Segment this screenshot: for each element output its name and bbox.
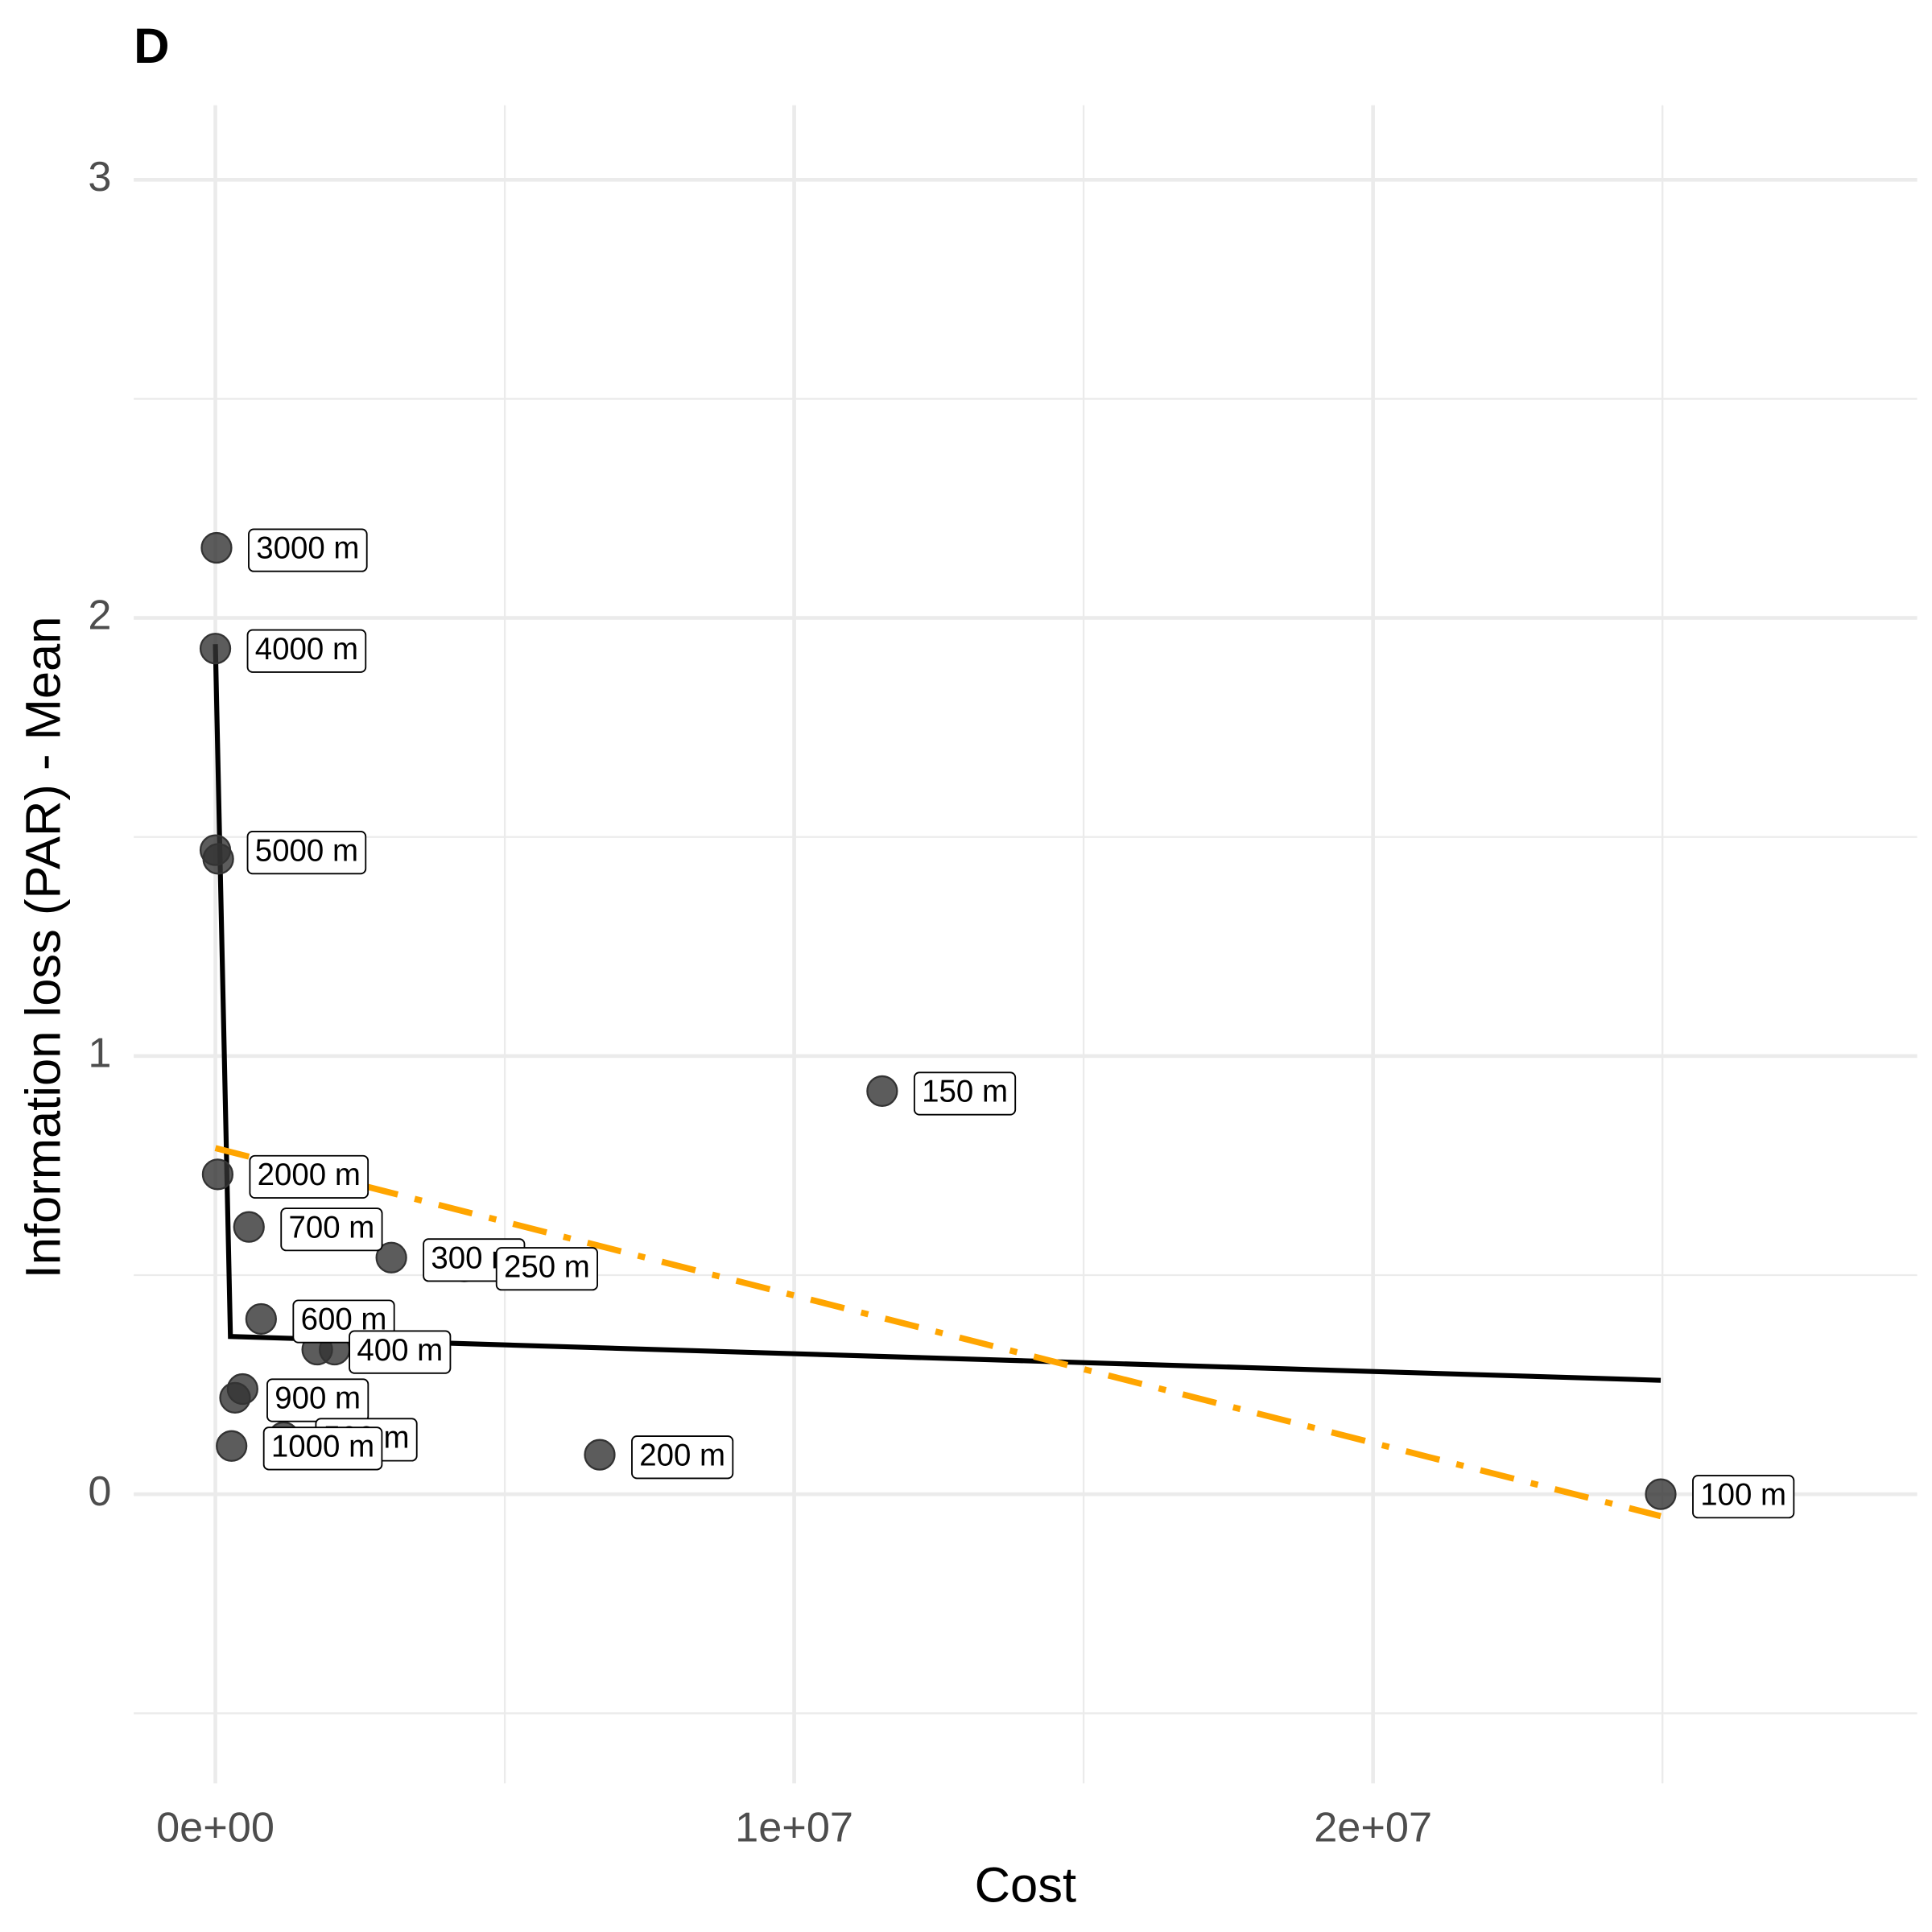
x-tick-label: 2e+07 (1314, 1805, 1432, 1852)
point-label: 1000 m (262, 1426, 383, 1471)
point-label: 200 m (631, 1435, 734, 1480)
point (219, 1381, 251, 1414)
point-label: 5000 m (246, 831, 367, 875)
y-tick-label: 3 (88, 154, 111, 200)
point-label: 900 m (266, 1378, 369, 1422)
point-label-text: 400 m (357, 1333, 443, 1368)
point (375, 1241, 407, 1274)
point-label-box (349, 1330, 452, 1374)
point-label-text: 4000 m (255, 632, 358, 667)
point-label-text: 150 m (922, 1075, 1008, 1109)
point-label-box (913, 1071, 1017, 1116)
point-label-text: 2000 m (258, 1158, 361, 1192)
point-label: 4000 m (246, 629, 367, 673)
point-label: 100 m (1692, 1475, 1795, 1519)
point-label-text: 1000 m (271, 1430, 374, 1464)
point-label-box (249, 1154, 369, 1199)
point-label: 2000 m (249, 1154, 369, 1199)
point (584, 1439, 616, 1471)
point (245, 1302, 277, 1335)
point-label-box (248, 528, 368, 572)
point-label-text: 3000 m (256, 531, 359, 566)
point-label: 400 m (349, 1330, 452, 1374)
point-label-text: 200 m (639, 1438, 725, 1472)
point-label: 700 m (280, 1208, 383, 1252)
x-tick-label: 1e+07 (735, 1805, 853, 1852)
point-label-box (1692, 1475, 1795, 1519)
point (866, 1075, 898, 1108)
point-label-text: 100 m (1700, 1477, 1786, 1512)
chart-title: D (134, 19, 169, 74)
point (233, 1211, 265, 1243)
point-label: 150 m (913, 1071, 1017, 1116)
y-axis-title: Information loss (PAR) - Mean (16, 617, 72, 1279)
point-label: 3000 m (248, 528, 368, 572)
point (199, 633, 232, 665)
y-tick-label: 2 (88, 592, 111, 638)
point-label-text: 5000 m (255, 833, 358, 868)
point (202, 843, 234, 875)
point-label-box (631, 1435, 734, 1480)
x-tick-label: 0e+00 (156, 1805, 275, 1852)
point-label-box (246, 831, 367, 875)
trend-line (213, 644, 1662, 1383)
point (200, 531, 233, 564)
point (216, 1430, 248, 1462)
point-label-box (495, 1247, 598, 1291)
point-label-text: 700 m (288, 1210, 374, 1245)
point-label: 250 m (495, 1247, 598, 1291)
y-tick-label: 1 (88, 1030, 111, 1077)
y-tick-label: 0 (88, 1468, 111, 1515)
point-label-text: 250 m (504, 1249, 590, 1284)
point-label-box (246, 629, 367, 673)
point-label-box (280, 1208, 383, 1252)
point-label-box (262, 1426, 383, 1471)
point-label-text: 900 m (275, 1381, 361, 1416)
point (201, 1158, 234, 1191)
x-axis-title: Cost (975, 1857, 1077, 1913)
point (1645, 1478, 1677, 1510)
trend-line (214, 1145, 1662, 1520)
